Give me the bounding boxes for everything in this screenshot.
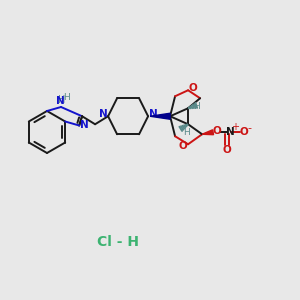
Text: -: - [247, 123, 251, 133]
Text: N: N [226, 127, 235, 137]
Text: N: N [149, 109, 158, 119]
Text: N: N [99, 109, 107, 119]
Text: H: H [183, 128, 190, 137]
Text: H: H [63, 92, 69, 101]
Text: N: N [80, 119, 88, 130]
Text: O: O [213, 126, 221, 136]
Text: O: O [223, 145, 232, 155]
Text: O: O [189, 83, 197, 93]
Text: O: O [240, 127, 248, 137]
Text: H: H [193, 102, 200, 111]
Text: Cl - H: Cl - H [97, 235, 139, 249]
Text: N: N [56, 96, 64, 106]
Text: O: O [179, 141, 188, 151]
Polygon shape [150, 113, 170, 119]
Text: H: H [58, 95, 66, 105]
Text: +: + [231, 122, 239, 132]
Polygon shape [202, 130, 214, 135]
